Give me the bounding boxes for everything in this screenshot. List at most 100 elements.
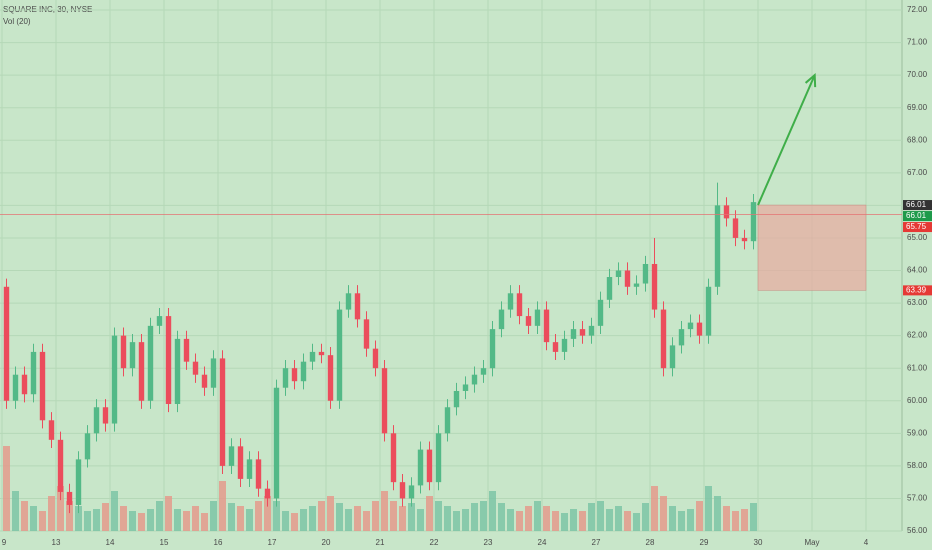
price-label-box bbox=[903, 200, 932, 211]
candle-body bbox=[246, 459, 253, 479]
price-label: 65.75 bbox=[906, 222, 927, 231]
volume-bar bbox=[723, 506, 730, 531]
candle-body bbox=[723, 205, 730, 219]
volume-bar bbox=[309, 506, 316, 531]
volume-bar bbox=[390, 501, 397, 531]
volume-bar bbox=[714, 496, 721, 531]
candle-body bbox=[507, 293, 514, 310]
candle-body bbox=[426, 449, 433, 483]
candle-body bbox=[480, 368, 487, 375]
volume-bar bbox=[579, 511, 586, 531]
candle-body bbox=[219, 358, 226, 466]
candle-body bbox=[732, 218, 739, 238]
volume-bar bbox=[561, 513, 568, 531]
volume-bar bbox=[12, 491, 19, 531]
volume-bar bbox=[3, 446, 10, 531]
candle-body bbox=[363, 319, 370, 349]
candle-body bbox=[453, 390, 460, 408]
candle-body bbox=[651, 263, 658, 310]
candle-body bbox=[372, 348, 379, 369]
volume-bar bbox=[462, 509, 469, 531]
volume-bar bbox=[327, 496, 334, 531]
candle-body bbox=[354, 293, 361, 320]
volume-bar bbox=[30, 506, 37, 531]
y-tick-label: 61.00 bbox=[907, 363, 928, 372]
candle-body bbox=[678, 329, 685, 346]
candle-body bbox=[552, 342, 559, 352]
volume-bar bbox=[111, 491, 118, 531]
candle-body bbox=[750, 202, 757, 242]
x-tick-label: 28 bbox=[646, 538, 655, 547]
candle-body bbox=[300, 361, 307, 382]
y-tick-label: 71.00 bbox=[907, 38, 928, 47]
candle-body bbox=[39, 351, 46, 421]
candle-body bbox=[408, 485, 415, 499]
volume-bar bbox=[534, 501, 541, 531]
candle-body bbox=[237, 446, 244, 479]
volume-bar bbox=[354, 506, 361, 531]
candle-body bbox=[606, 277, 613, 300]
volume-bar bbox=[219, 481, 226, 531]
volume-bar bbox=[48, 496, 55, 531]
volume-bar bbox=[57, 486, 64, 531]
y-tick-label: 56.00 bbox=[907, 526, 928, 535]
candle-body bbox=[579, 329, 586, 336]
volume-bar bbox=[39, 511, 46, 531]
y-tick-label: 57.00 bbox=[907, 494, 928, 503]
candle-body bbox=[615, 270, 622, 278]
x-tick-label: 15 bbox=[160, 538, 169, 547]
volume-bar bbox=[633, 513, 640, 531]
volume-bar bbox=[102, 503, 109, 531]
x-tick-label: 4 bbox=[864, 538, 869, 547]
volume-bar bbox=[255, 501, 262, 531]
candle-body bbox=[255, 459, 262, 489]
candle-body bbox=[183, 338, 190, 362]
volume-bar bbox=[273, 501, 280, 531]
volume-bar bbox=[525, 506, 532, 531]
volume-bar bbox=[138, 513, 145, 531]
volume-bar bbox=[291, 513, 298, 531]
volume-bar bbox=[228, 503, 235, 531]
y-tick-label: 67.00 bbox=[907, 168, 928, 177]
volume-bar bbox=[318, 501, 325, 531]
x-tick-label: 16 bbox=[214, 538, 223, 547]
volume-bar bbox=[183, 511, 190, 531]
candle-body bbox=[381, 368, 388, 434]
candle-body bbox=[588, 325, 595, 336]
price-label: 63.39 bbox=[906, 285, 927, 294]
candle-body bbox=[21, 374, 28, 395]
volume-bar bbox=[201, 513, 208, 531]
volume-bar bbox=[687, 509, 694, 531]
candle-body bbox=[714, 205, 721, 287]
volume-bar bbox=[489, 491, 496, 531]
volume-bar bbox=[174, 509, 181, 531]
x-tick-label: 30 bbox=[754, 538, 763, 547]
volume-bar bbox=[210, 501, 217, 531]
price-label-box bbox=[903, 222, 932, 233]
candle-body bbox=[489, 329, 496, 369]
candle-body bbox=[156, 316, 163, 326]
candle-body bbox=[12, 374, 19, 401]
volume-bar bbox=[750, 503, 757, 531]
volume-bar bbox=[678, 511, 685, 531]
x-tick-label: 21 bbox=[376, 538, 385, 547]
candle-body bbox=[543, 309, 550, 343]
arrow bbox=[757, 74, 816, 206]
volume-bar bbox=[75, 506, 82, 531]
x-tick-label: 23 bbox=[484, 538, 493, 547]
volume-bar bbox=[516, 511, 523, 531]
candle-body bbox=[138, 342, 145, 401]
x-tick-label: 27 bbox=[592, 538, 601, 547]
volume-bar bbox=[426, 496, 433, 531]
volume-bar bbox=[408, 503, 415, 531]
candle-body bbox=[57, 439, 64, 492]
volume-bar bbox=[399, 506, 406, 531]
volume-label: Vol (20) bbox=[3, 17, 31, 26]
x-tick-label: May bbox=[804, 538, 819, 547]
volume-bar bbox=[93, 509, 100, 531]
candle-body bbox=[705, 286, 712, 336]
volume-bar bbox=[84, 511, 91, 531]
volume-bar bbox=[543, 506, 550, 531]
candle-body bbox=[273, 387, 280, 499]
